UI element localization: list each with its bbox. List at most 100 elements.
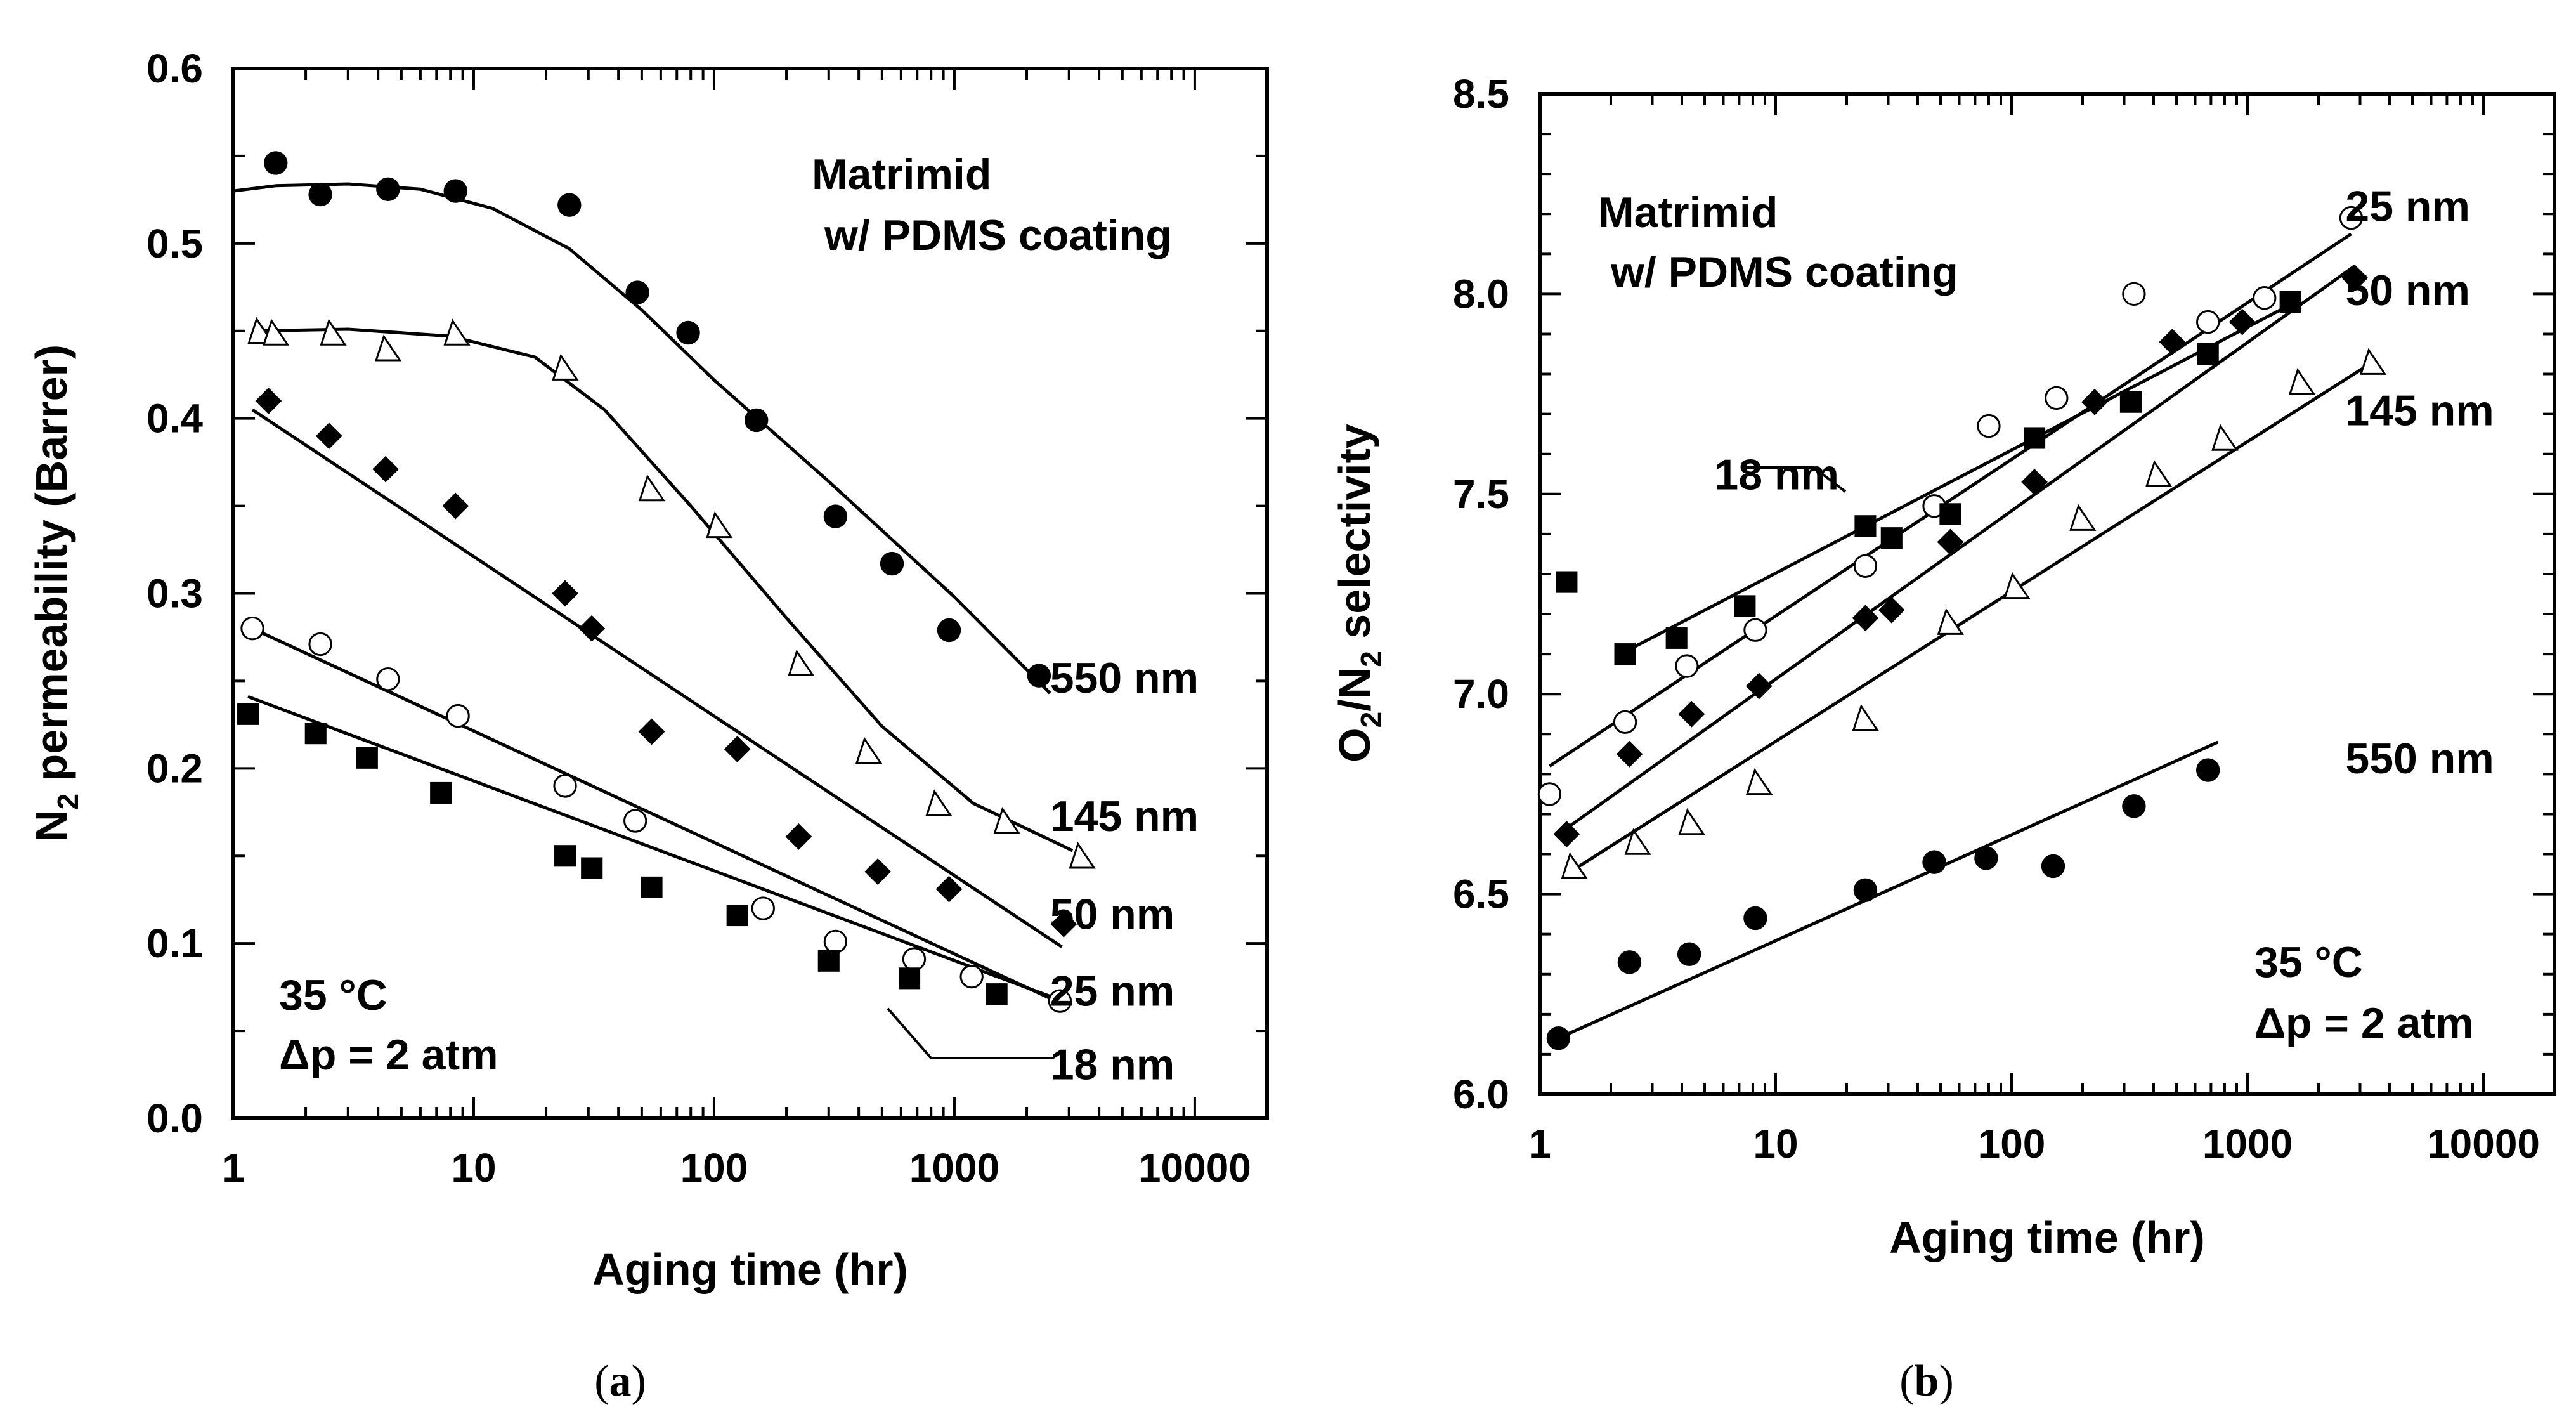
panel-a-fit-50-nm xyxy=(251,408,1063,948)
panel-b-point-145-nm xyxy=(2145,460,2173,487)
panel-a-point-550-nm xyxy=(308,182,332,207)
panel-a-point-145-nm xyxy=(788,649,815,677)
panel-a-point-50-nm xyxy=(578,615,606,642)
panel-b-point-25-nm xyxy=(1977,414,2001,438)
panel-b-point-550-nm xyxy=(1677,942,1701,966)
panel-a-point-145-nm xyxy=(443,318,471,346)
panel-a-point-50-nm xyxy=(785,823,812,850)
panel-a-label-50-nm: 50 nm xyxy=(1050,890,1175,938)
panel-a-point-18-nm xyxy=(986,983,1008,1005)
panel-a-point-50-nm xyxy=(935,875,963,903)
panel-a-point-50-nm xyxy=(1050,910,1077,938)
panel-b-point-50-nm xyxy=(1878,596,1905,624)
panel-b-point-550-nm xyxy=(1853,878,1878,902)
panel-a-point-50-nm xyxy=(442,492,469,520)
panel-b-point-25-nm xyxy=(2122,282,2146,306)
panel-a-point-50-nm xyxy=(552,580,578,607)
panel-b-temperature: 35 °C xyxy=(2254,938,2363,986)
panel-b-point-145-nm xyxy=(2288,368,2316,395)
panel-a-y-tick-label: 0.5 xyxy=(146,221,203,266)
panel-a-point-145-nm xyxy=(375,334,402,362)
panel-b-title-line-2: w/ PDMS coating xyxy=(1610,248,1958,296)
panel-b-point-18-nm xyxy=(1939,503,1961,525)
panel-b-point-50-nm xyxy=(1745,672,1773,700)
panel-b-point-18-nm xyxy=(1734,595,1756,617)
caption-a: (a) xyxy=(594,1357,646,1406)
panel-a-point-145-nm xyxy=(993,806,1020,834)
panel-b-point-145-nm xyxy=(2359,348,2387,375)
panel-b-label-50-nm: 50 nm xyxy=(2345,266,2470,315)
panel-b-point-18-nm xyxy=(2279,291,2301,313)
panel-b-point-145-nm xyxy=(2069,504,2097,531)
panel-b-label-550-nm: 550 nm xyxy=(2345,735,2494,783)
panel-b-point-25-nm xyxy=(1613,710,1637,735)
panel-a-point-50-nm xyxy=(864,858,892,885)
panel-a-point-18-nm xyxy=(356,747,378,769)
panel-b-y-tick-label: 8.0 xyxy=(1453,271,1509,317)
panel-b-x-tick-label: 1 xyxy=(1528,1121,1551,1167)
panel-b-point-25-nm xyxy=(1743,618,1767,642)
panel-b-point-50-nm xyxy=(2228,308,2256,336)
panel-b-point-25-nm xyxy=(2339,206,2364,230)
panel-b-label-145-nm: 145 nm xyxy=(2345,386,2494,435)
panel-b-point-145-nm xyxy=(1745,768,1773,795)
panel-b-point-50-nm xyxy=(1553,821,1580,847)
panel-b-point-145-nm xyxy=(1852,703,1879,731)
panel-b-point-18-nm xyxy=(2024,427,2046,449)
panel-b-point-25-nm xyxy=(1853,554,1878,579)
panel-a-point-25-nm xyxy=(823,929,848,954)
panel-a-point-145-nm xyxy=(638,474,666,502)
panel-b-series-labels: 25 nm 50 nm 145 nm 550 nm 18 nm xyxy=(1714,183,2494,783)
panel-a-point-550-nm xyxy=(376,177,400,202)
panel-b-y-tick-label: 7.0 xyxy=(1453,671,1509,717)
panel-b-point-145-nm xyxy=(1561,852,1588,879)
panel-a-y-axis-label: N2 permeability (Barrer) xyxy=(27,344,84,842)
panel-a-tick-labels: 1 10 100 1000 10000 0.0 0.1 0.2 0.3 0.4 0.5 0.6 xyxy=(146,46,1251,1191)
panel-a-point-25-nm xyxy=(751,896,775,920)
panel-b-point-145-nm xyxy=(1624,828,1651,855)
panel-b-point-145-nm xyxy=(2211,424,2239,451)
panel-b-y-axis-label: O2/N2 selectivity xyxy=(1330,424,1388,762)
panel-a-y-tick-label: 0.2 xyxy=(146,745,203,791)
panel-b-point-50-nm xyxy=(2159,329,2186,355)
panel-a-y-tick-label: 0.4 xyxy=(146,396,203,441)
panel-b-point-18-nm xyxy=(2197,343,2219,365)
panel-b-point-25-nm xyxy=(1537,782,1562,806)
panel-a-point-18-nm xyxy=(237,703,259,725)
panel-a-points xyxy=(237,151,1096,1013)
panel-b-pressure: Δp = 2 atm xyxy=(2254,999,2474,1047)
panel-a-point-25-nm xyxy=(959,964,984,989)
panel-a-y-tick-label: 0.6 xyxy=(146,46,203,91)
panel-a-point-550-nm xyxy=(676,320,700,345)
panel-a-point-145-nm xyxy=(855,736,883,764)
panel-a-fit-145-nm xyxy=(252,327,1074,853)
panel-b-point-50-nm xyxy=(2021,468,2048,495)
panel-a-label-145-nm: 145 nm xyxy=(1050,792,1199,840)
panel-a-x-tick-label: 1 xyxy=(222,1145,245,1191)
panel-b-x-tick-label: 100 xyxy=(1978,1121,2046,1167)
panel-a-title-line-1: Matrimid xyxy=(812,150,991,199)
panel-a-fit-18-nm xyxy=(247,695,1059,1001)
panel-a-y-tick-label: 0.1 xyxy=(146,920,203,966)
panel-a-point-18-nm xyxy=(817,950,840,972)
panel-b-point-50-nm xyxy=(1678,700,1705,728)
panel-a-point-550-nm xyxy=(744,408,769,433)
panel-a-point-18-nm xyxy=(554,845,576,867)
panel-b-18nm-leader-line xyxy=(1744,466,1847,493)
panel-b-point-550-nm xyxy=(1974,846,1998,870)
panel-a-point-145-nm xyxy=(552,353,579,381)
panel-a-point-550-nm xyxy=(1027,664,1051,688)
panel-a-point-550-nm xyxy=(880,551,904,576)
panel-a-point-25-nm xyxy=(623,809,647,833)
panel-b-x-tick-label: 1000 xyxy=(2202,1121,2293,1167)
panel-a-point-25-nm xyxy=(553,774,577,798)
panel-a-series-labels: 550 nm 145 nm 50 nm 25 nm 18 nm xyxy=(1050,654,1199,1089)
panel-a-point-550-nm xyxy=(443,179,467,203)
panel-a-label-18-nm: 18 nm xyxy=(1050,1040,1175,1089)
panel-b-point-18-nm xyxy=(2119,391,2142,413)
panel-a-point-25-nm xyxy=(446,703,470,728)
panel-a-18nm-leader-line xyxy=(887,1007,1053,1059)
panel-b-point-18-nm xyxy=(1665,627,1688,649)
panel-b: 1 10 100 1000 10000 6.0 6.5 7.0 7.5 8.0 8.5 Aging … xyxy=(1330,71,2556,1262)
